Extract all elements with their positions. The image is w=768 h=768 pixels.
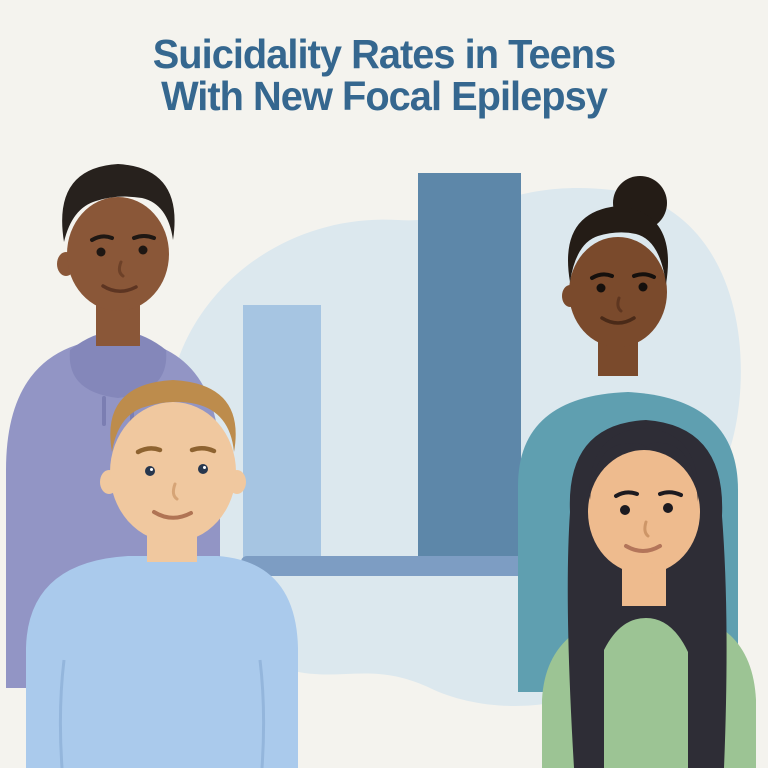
boy-b-sleeve-seam-left — [58, 659, 66, 768]
boy-b-face — [110, 402, 236, 542]
boy-b-shirt — [26, 556, 298, 768]
girl-d-mouth — [624, 544, 662, 553]
title-line-2: With New Focal Epilepsy — [161, 72, 608, 119]
boy-b-eye-glint-left — [150, 468, 153, 471]
boy-a-mouth — [101, 284, 138, 293]
girl-c-mouth — [600, 316, 636, 325]
bar-left — [243, 305, 321, 560]
girl-d-brow-right — [658, 490, 683, 497]
girl-d-eye-left — [620, 505, 630, 515]
page-title: Suicidality Rates in Teens With New Foca… — [12, 31, 757, 119]
boy-b-eye-glint-right — [203, 466, 206, 469]
boy-b-eye-left — [145, 466, 155, 476]
girl-c-hair — [568, 206, 668, 284]
girl-c-face — [569, 237, 667, 347]
boy-a-brow-right — [132, 234, 156, 240]
boy-a-nose — [117, 260, 125, 278]
boy-a-brow-left — [90, 234, 114, 242]
boy-a-eye-right — [138, 245, 148, 255]
bar-chart — [241, 173, 563, 576]
girl-d-face — [588, 450, 700, 574]
boy-a-eye-left — [96, 247, 106, 257]
boy-a-face — [67, 197, 169, 311]
boy-b-eye-right — [198, 464, 208, 474]
figure-teen-boy-blue-shirt — [26, 380, 298, 768]
boy-a-hair — [62, 164, 175, 242]
boy-b-sleeve-seam-right — [258, 659, 266, 768]
girl-d-brow-left — [614, 490, 639, 498]
girl-c-eye-left — [596, 283, 606, 293]
chart-baseline — [241, 556, 563, 576]
boy-b-nose — [171, 482, 179, 501]
girl-d-hair-fringe — [589, 428, 699, 502]
boy-b-hair — [110, 380, 236, 452]
hoodie-collar — [69, 331, 167, 398]
girl-c-nose — [616, 296, 623, 313]
boy-b-mouth — [152, 510, 193, 520]
boy-b-brow-right — [189, 446, 217, 454]
boy-b-brow-left — [135, 446, 163, 455]
bar-right — [418, 173, 521, 560]
girl-d-eye-right — [663, 503, 673, 513]
girl-c-brow-right — [632, 272, 656, 279]
girl-d-shirt-front — [604, 618, 688, 768]
girl-c-brow-left — [590, 272, 614, 280]
girl-c-eye-right — [638, 282, 648, 292]
title-line-1: Suicidality Rates in Teens — [152, 31, 616, 77]
figure-teen-girl-long-hair — [542, 420, 756, 768]
girl-d-nose — [643, 520, 650, 538]
